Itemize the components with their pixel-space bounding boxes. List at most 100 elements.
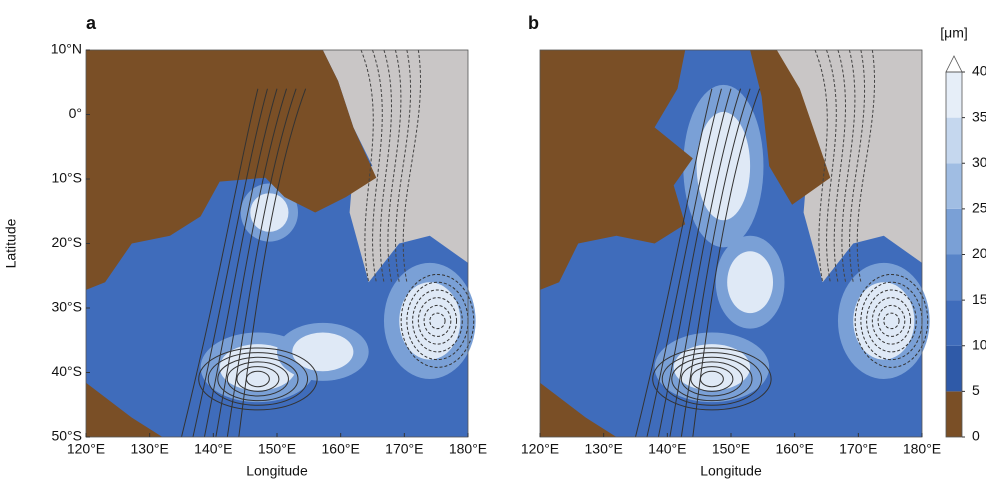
contour-line: [692, 88, 761, 438]
y-tick-label: 10°S: [51, 170, 82, 186]
high-field: [250, 193, 289, 232]
x-tick-label: 130°E: [585, 441, 623, 457]
contour-line-dashed: [814, 49, 828, 283]
colorbar-tick-label: 0: [972, 428, 980, 444]
contour-line: [198, 347, 318, 411]
contour-line: [690, 366, 734, 392]
contour-line: [657, 88, 732, 438]
colorbar-bin: [946, 117, 962, 164]
contour-line: [635, 88, 713, 438]
colorbar-tick-label: 15: [972, 291, 986, 307]
contour-line: [226, 88, 297, 438]
contour-line-dashed: [360, 49, 374, 283]
colorbar-bin: [946, 72, 962, 118]
contour-line-dashed: [841, 49, 856, 283]
panel-title: b: [528, 13, 539, 33]
contour-line-dashed: [412, 289, 463, 353]
high-field: [292, 332, 354, 372]
contour-line: [207, 352, 309, 406]
colorbar-tick-label: 25: [972, 200, 986, 216]
contour-line-dashed: [854, 273, 929, 368]
high-field: [219, 344, 297, 391]
contour-line: [203, 88, 278, 438]
high-field: [673, 344, 751, 391]
panel-title: a: [86, 13, 97, 33]
contour-line-dashed: [877, 304, 906, 337]
x-axis-label: Longitude: [246, 463, 308, 479]
colorbar-tick-label: 20: [972, 245, 986, 261]
contour-line-dashed: [417, 297, 458, 345]
contour-line-dashed: [387, 49, 402, 283]
x-tick-label: 160°E: [322, 441, 360, 457]
colorbar-tick-label: 5: [972, 382, 980, 398]
high-field: [853, 282, 915, 360]
x-tick-label: 180°E: [449, 441, 487, 457]
contour-line: [192, 88, 268, 438]
colorbar-tick-label: 10: [972, 336, 986, 352]
contour-line-dashed: [423, 304, 452, 337]
contour-line-dashed: [429, 312, 446, 330]
y-tick-label: 0°: [69, 105, 82, 121]
contour-line-dashed: [402, 49, 422, 283]
contour-line-dashed: [379, 49, 392, 283]
x-tick-label: 120°E: [67, 441, 105, 457]
y-axis-label: Latitude: [3, 218, 19, 268]
high-field: [727, 251, 774, 314]
y-tick-label: 30°S: [51, 299, 82, 315]
x-tick-label: 170°E: [839, 441, 877, 457]
contour-line: [236, 366, 280, 392]
brown-region: [86, 382, 163, 437]
x-tick-label: 170°E: [385, 441, 423, 457]
x-axis-label: Longitude: [700, 463, 762, 479]
colorbar-bin: [946, 391, 962, 437]
brown-region: [540, 382, 617, 437]
colorbar-label: [μm]: [940, 25, 968, 41]
x-tick-label: 150°E: [712, 441, 750, 457]
x-tick-label: 140°E: [648, 441, 686, 457]
contour-line-dashed: [856, 49, 876, 283]
contour-line-dashed: [395, 49, 412, 283]
colorbar-tick-label: 40: [972, 63, 986, 79]
colorbar-tick-label: 35: [972, 108, 986, 124]
contour-line-dashed: [400, 273, 475, 368]
contour-line: [226, 361, 289, 397]
contour-line-dashed: [826, 49, 837, 283]
contour-line: [661, 352, 763, 406]
contour-line-dashed: [866, 289, 917, 353]
contour-line-dashed: [833, 49, 846, 283]
y-tick-label: 50°S: [51, 428, 82, 444]
contour-line: [646, 88, 722, 438]
contour-line-dashed: [849, 49, 866, 283]
x-tick-label: 120°E: [521, 441, 559, 457]
brown-region: [86, 50, 377, 290]
colorbar-bin: [946, 163, 962, 209]
high-field: [399, 282, 461, 360]
contour-line: [680, 88, 751, 438]
colorbar-bin: [946, 254, 962, 301]
colorbar-tick-label: 30: [972, 154, 986, 170]
contour-line: [238, 88, 307, 438]
contour-line: [669, 88, 742, 438]
contour-line: [181, 88, 259, 438]
x-tick-label: 160°E: [776, 441, 814, 457]
brown-region: [540, 50, 693, 290]
contour-line: [680, 361, 743, 397]
contour-line: [217, 356, 299, 402]
high-field: [696, 111, 751, 221]
contour-line: [215, 88, 288, 438]
colorbar-bin: [946, 300, 962, 346]
y-tick-label: 20°S: [51, 234, 82, 250]
x-tick-label: 130°E: [131, 441, 169, 457]
contour-line: [671, 356, 753, 402]
x-tick-label: 150°E: [258, 441, 296, 457]
y-tick-label: 10°N: [51, 41, 82, 57]
brown-region: [750, 50, 831, 205]
y-tick-label: 40°S: [51, 363, 82, 379]
colorbar-bin: [946, 345, 962, 392]
contour-line: [652, 347, 772, 411]
contour-line-dashed: [871, 297, 912, 345]
contour-line-dashed: [883, 312, 900, 330]
colorbar-bin: [946, 208, 962, 255]
x-tick-label: 180°E: [903, 441, 941, 457]
